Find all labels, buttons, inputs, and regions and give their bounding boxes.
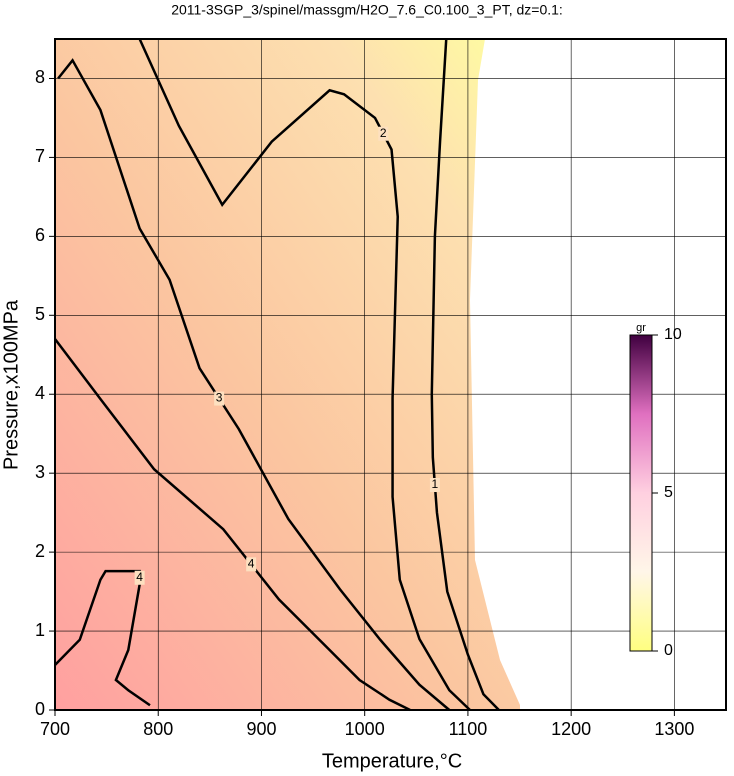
contour-label-bg [214, 391, 225, 406]
x-tick-label: 700 [40, 719, 70, 739]
x-axis-label: Temperature,°C [322, 750, 462, 772]
contour-label: 3 [216, 391, 223, 405]
contour-label: 1 [432, 477, 439, 491]
y-tick-label: 4 [35, 383, 45, 403]
contour-label-bg [429, 478, 440, 493]
contour-label: 4 [248, 557, 255, 571]
y-tick-label: 7 [35, 146, 45, 166]
x-tick-label: 1100 [449, 719, 488, 739]
chart-title: 2011-3SGP_3/spinel/massgm/H2O_7.6_C0.100… [171, 2, 563, 18]
contour-label-bg [246, 557, 257, 572]
colorbar-tick-label: 0 [664, 642, 673, 659]
x-tick-label: 900 [246, 719, 276, 739]
colorbar-tick-label: 10 [664, 326, 682, 343]
y-tick-label: 2 [35, 541, 45, 561]
x-tick-label: 800 [143, 719, 173, 739]
y-tick-label: 8 [35, 67, 45, 87]
y-tick-label: 3 [35, 462, 45, 482]
y-axis-label: Pressure,x100MPa [0, 299, 22, 470]
x-tick-label: 1000 [345, 719, 385, 739]
colorbar [629, 334, 653, 652]
contour-label-bg [378, 126, 389, 141]
y-tick-label: 6 [35, 225, 45, 245]
y-tick-label: 5 [35, 304, 45, 324]
x-tick-label: 1200 [551, 719, 591, 739]
x-tick-label: 1300 [654, 719, 694, 739]
colorbar-label: gr [636, 322, 646, 334]
plot-frame [54, 38, 727, 711]
y-tick-label: 1 [35, 620, 45, 640]
contour-line [54, 338, 411, 712]
field-background [55, 39, 520, 710]
colorbar-tick-label: 5 [664, 484, 673, 501]
contour-label: 4 [136, 570, 143, 584]
contour-label: 2 [380, 126, 387, 140]
contour-label-bg [134, 570, 145, 585]
contour-line [138, 38, 471, 711]
y-tick-label: 0 [35, 699, 45, 719]
